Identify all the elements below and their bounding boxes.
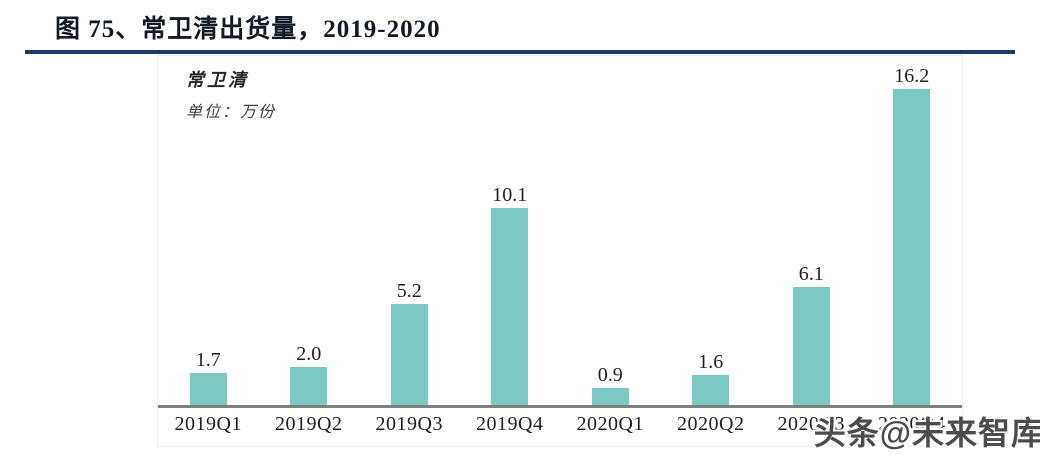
series-name: 常卫清 bbox=[186, 70, 249, 90]
x-axis-tick-label: 2019Q1 bbox=[174, 413, 242, 435]
bar bbox=[189, 373, 227, 406]
bar-chart: 1.7 2.0 5.2 10.1 0.9 1.6 6.1 16.2 2019Q1 2019Q2 2… bbox=[157, 55, 963, 447]
figure-header: 图 75、常卫清出货量，2019-2020 bbox=[0, 0, 1040, 54]
bar bbox=[591, 388, 629, 406]
title-underline bbox=[25, 50, 1015, 54]
bar-group: 2.0 bbox=[259, 56, 360, 406]
x-axis-line bbox=[158, 405, 962, 408]
x-axis-tick-label: 2019Q3 bbox=[375, 413, 443, 435]
chart-legend: 常卫清 单位：万份 bbox=[186, 66, 276, 122]
bar-value-label: 1.7 bbox=[195, 349, 221, 371]
bar-group: 6.1 bbox=[761, 56, 862, 406]
bar-group: 10.1 bbox=[460, 56, 561, 406]
bar bbox=[390, 304, 428, 406]
x-axis-tick-label: 2020Q2 bbox=[677, 413, 745, 435]
bar-value-label: 10.1 bbox=[492, 184, 528, 206]
bar bbox=[290, 367, 328, 406]
bar bbox=[893, 89, 931, 406]
figure-title: 图 75、常卫清出货量，2019-2020 bbox=[55, 16, 441, 43]
x-axis-tick-label: 2020Q1 bbox=[576, 413, 644, 435]
x-axis-labels: 2019Q1 2019Q2 2019Q3 2019Q4 2020Q1 2020Q2 2020… bbox=[158, 413, 962, 436]
watermark: 头条@未来智库 bbox=[813, 415, 1040, 451]
bar-value-label: 2.0 bbox=[296, 343, 322, 365]
plot-area: 1.7 2.0 5.2 10.1 0.9 1.6 6.1 16.2 bbox=[158, 56, 962, 406]
x-axis-tick-label: 2020Q3 bbox=[777, 413, 845, 435]
bar-group: 16.2 bbox=[862, 56, 963, 406]
bar-group: 1.6 bbox=[661, 56, 762, 406]
bar-value-label: 16.2 bbox=[894, 65, 930, 87]
bar-value-label: 1.6 bbox=[698, 351, 724, 373]
bar-group: 5.2 bbox=[359, 56, 460, 406]
bar bbox=[491, 208, 529, 406]
bar-group: 0.9 bbox=[560, 56, 661, 406]
bar-value-label: 0.9 bbox=[597, 364, 623, 386]
x-axis-tick-label: 2020Q4 bbox=[878, 413, 946, 435]
bar bbox=[792, 287, 830, 406]
bar-value-label: 5.2 bbox=[396, 280, 422, 302]
x-axis-tick-label: 2019Q2 bbox=[275, 413, 343, 435]
bar-group: 1.7 bbox=[158, 56, 259, 406]
bar-value-label: 6.1 bbox=[798, 263, 824, 285]
bar bbox=[692, 375, 730, 406]
x-axis-tick-label: 2019Q4 bbox=[476, 413, 544, 435]
unit-label: 单位：万份 bbox=[186, 104, 277, 121]
